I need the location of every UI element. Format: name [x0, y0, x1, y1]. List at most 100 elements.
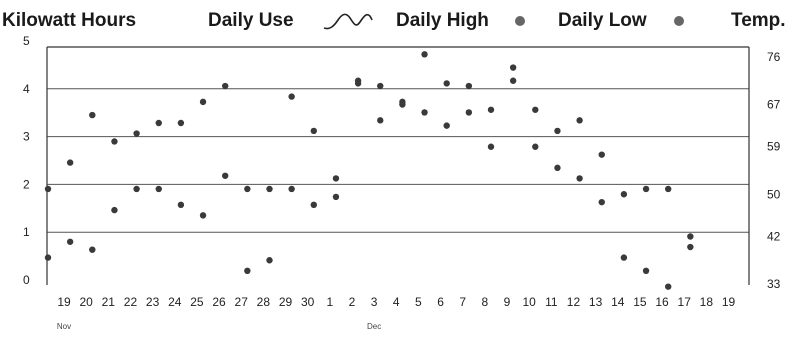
daily-high-point — [310, 127, 317, 135]
daily-low-point — [687, 243, 694, 251]
daily-low-point — [665, 283, 672, 290]
date-tick-label: 5 — [415, 295, 422, 309]
daily-low-point — [576, 175, 583, 182]
date-tick-label: 27 — [235, 295, 249, 309]
date-tick-label: 8 — [482, 295, 489, 309]
daily-low-point — [89, 246, 96, 253]
temp-tick-label: 33 — [767, 277, 781, 291]
date-tick-label: 7 — [459, 295, 466, 309]
date-tick-label: 24 — [168, 295, 182, 309]
daily-use-line-icon — [323, 13, 373, 30]
temp-tick-label: 42 — [767, 229, 781, 243]
daily-low-point — [509, 64, 517, 71]
daily-low-point — [354, 77, 362, 84]
daily-low-point — [155, 185, 162, 193]
date-tick-label: 17 — [678, 295, 692, 309]
date-tick-label: 19 — [57, 295, 71, 309]
date-tick-label: 12 — [567, 295, 581, 309]
date-tick-label: 20 — [79, 295, 93, 309]
daily-low-point — [487, 143, 495, 150]
daily-high-point — [598, 151, 605, 158]
kwh-tick-label: 3 — [23, 130, 30, 144]
chart-frame — [46, 46, 750, 285]
daily-low-point — [310, 201, 317, 209]
daily-low-point — [244, 267, 251, 275]
daily-low-point — [199, 212, 207, 219]
daily-high-point — [155, 119, 162, 127]
daily-high-point — [332, 175, 340, 182]
date-tick-label: 26 — [212, 295, 226, 309]
daily-low-point — [421, 51, 428, 58]
chart-grid — [47, 88, 749, 233]
date-axis: 19 20 21 22 23 24 25 26 27 28 29 30 1 2 3 4 5 6 7 8 9 10 11 12 1… — [57, 295, 736, 331]
daily-high-point — [133, 130, 140, 137]
daily-low-point — [266, 257, 273, 264]
legend-daily-low-label: Daily Low — [558, 10, 647, 31]
daily-high-point — [377, 82, 384, 90]
daily-high-point — [509, 77, 517, 84]
daily-high-point — [642, 185, 650, 193]
temp-tick-label: 67 — [767, 98, 781, 112]
daily-low-point — [133, 185, 140, 193]
daily-low-point — [598, 198, 605, 206]
kwh-axis: 0 1 2 3 4 5 — [23, 34, 30, 287]
daily-low-point — [377, 117, 384, 124]
date-tick-label: 22 — [124, 295, 138, 309]
daily-low-point — [554, 164, 561, 172]
date-tick-label: 19 — [722, 295, 736, 309]
kwh-tick-label: 0 — [23, 273, 30, 287]
daily-low-point — [288, 185, 295, 193]
date-tick-label: 14 — [611, 295, 625, 309]
daily-high-point — [532, 106, 539, 113]
temp-tick-label: 76 — [767, 50, 781, 64]
daily-low-point — [465, 109, 473, 116]
date-tick-label: 28 — [257, 295, 271, 309]
legend-daily-high-label: Daily High — [396, 10, 489, 31]
daily-high-point — [487, 106, 495, 113]
date-tick-label: 29 — [279, 295, 293, 309]
date-tick-label: 18 — [700, 295, 714, 309]
daily-low-point — [111, 206, 118, 214]
date-tick-label: 2 — [349, 295, 356, 309]
daily-high-point — [111, 138, 118, 145]
daily-high-point — [222, 82, 229, 90]
date-tick-label: 11 — [545, 295, 558, 309]
daily-low-point — [177, 201, 185, 209]
daily-low-point — [399, 101, 406, 108]
date-tick-label: 25 — [190, 295, 204, 309]
daily-low-dot-icon — [674, 16, 684, 26]
daily-high-point — [177, 119, 185, 127]
date-tick-label: 21 — [102, 295, 116, 309]
chart-legend: Kilowatt Hours Daily Use Daily High Dail… — [0, 4, 801, 38]
daily-high-point — [576, 117, 583, 124]
daily-high-point — [44, 185, 52, 193]
daily-high-point — [66, 159, 74, 166]
month-label: Dec — [367, 322, 381, 331]
daily-low-point — [620, 254, 628, 261]
chart-points — [44, 51, 694, 290]
legend-daily-use-label: Daily Use — [208, 10, 294, 31]
kwh-tick-label: 4 — [23, 82, 30, 96]
daily-low-point — [44, 254, 52, 261]
daily-low-point — [66, 238, 74, 245]
daily-high-point — [554, 127, 561, 135]
daily-high-point — [443, 80, 450, 87]
date-tick-label: 15 — [633, 295, 647, 309]
daily-high-point — [89, 111, 96, 119]
daily-low-point — [332, 193, 340, 201]
temp-tick-label: 50 — [767, 187, 781, 201]
kwh-tick-label: 5 — [23, 34, 30, 48]
date-tick-label: 13 — [589, 295, 603, 309]
kwh-tick-label: 1 — [23, 225, 30, 239]
legend-kwh-label: Kilowatt Hours — [2, 10, 137, 31]
date-tick-label: 3 — [371, 295, 378, 309]
daily-high-dot-icon — [515, 16, 525, 26]
daily-high-point — [266, 185, 273, 193]
date-tick-label: 23 — [146, 295, 160, 309]
daily-high-point — [687, 233, 694, 240]
legend-temp-label: Temp. — [731, 10, 786, 31]
daily-high-point — [288, 93, 295, 100]
date-tick-label: 1 — [326, 295, 333, 309]
date-tick-label: 9 — [504, 295, 511, 309]
daily-high-point — [620, 191, 628, 198]
